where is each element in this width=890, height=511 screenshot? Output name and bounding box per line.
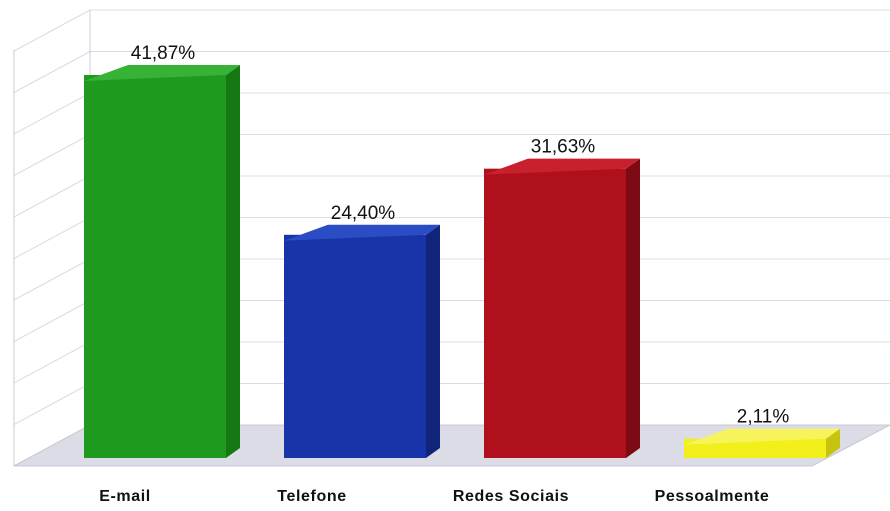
gridline-side [13,383,91,425]
bar-e-mail [84,65,240,458]
bar-side-face [226,65,240,458]
bar-top-face [284,224,440,241]
gridline-side [13,341,91,384]
gridline-side [13,300,91,342]
bar-pessoalmente [684,428,840,458]
value-label: 24,40% [331,203,396,224]
bar-front-face [284,234,426,458]
gridline-side [13,217,91,259]
bar-top-face [84,65,240,81]
bar-front-face [684,438,826,458]
gridline-side [13,9,91,52]
value-label: 31,63% [531,137,596,158]
bar-top-face [684,428,840,445]
bar-side-face [826,428,840,458]
bar-front-face [484,168,626,458]
category-label: Redes Sociais [453,488,569,505]
bar-telefone [284,224,440,458]
gridline-side [13,175,91,218]
bar-top-face [484,158,640,175]
gridline-side [13,134,91,176]
category-labels: E-mail Telefone Redes Sociais Pessoalmente [99,488,769,505]
value-labels: 41,87% 24,40% 31,63% 2,11% [131,43,790,428]
bar-front-face [84,75,226,458]
bar-side-face [426,224,440,458]
value-label: 2,11% [737,407,790,428]
category-label: E-mail [99,488,151,505]
gridline-side [13,92,91,135]
category-label: Telefone [277,488,346,505]
bar-side-face [626,158,640,458]
bars [84,65,840,458]
gridline-side [13,258,91,301]
bar-redes-sociais [484,158,640,458]
category-label: Pessoalmente [655,488,770,505]
gridline-side [13,51,91,93]
value-label: 41,87% [131,43,196,64]
